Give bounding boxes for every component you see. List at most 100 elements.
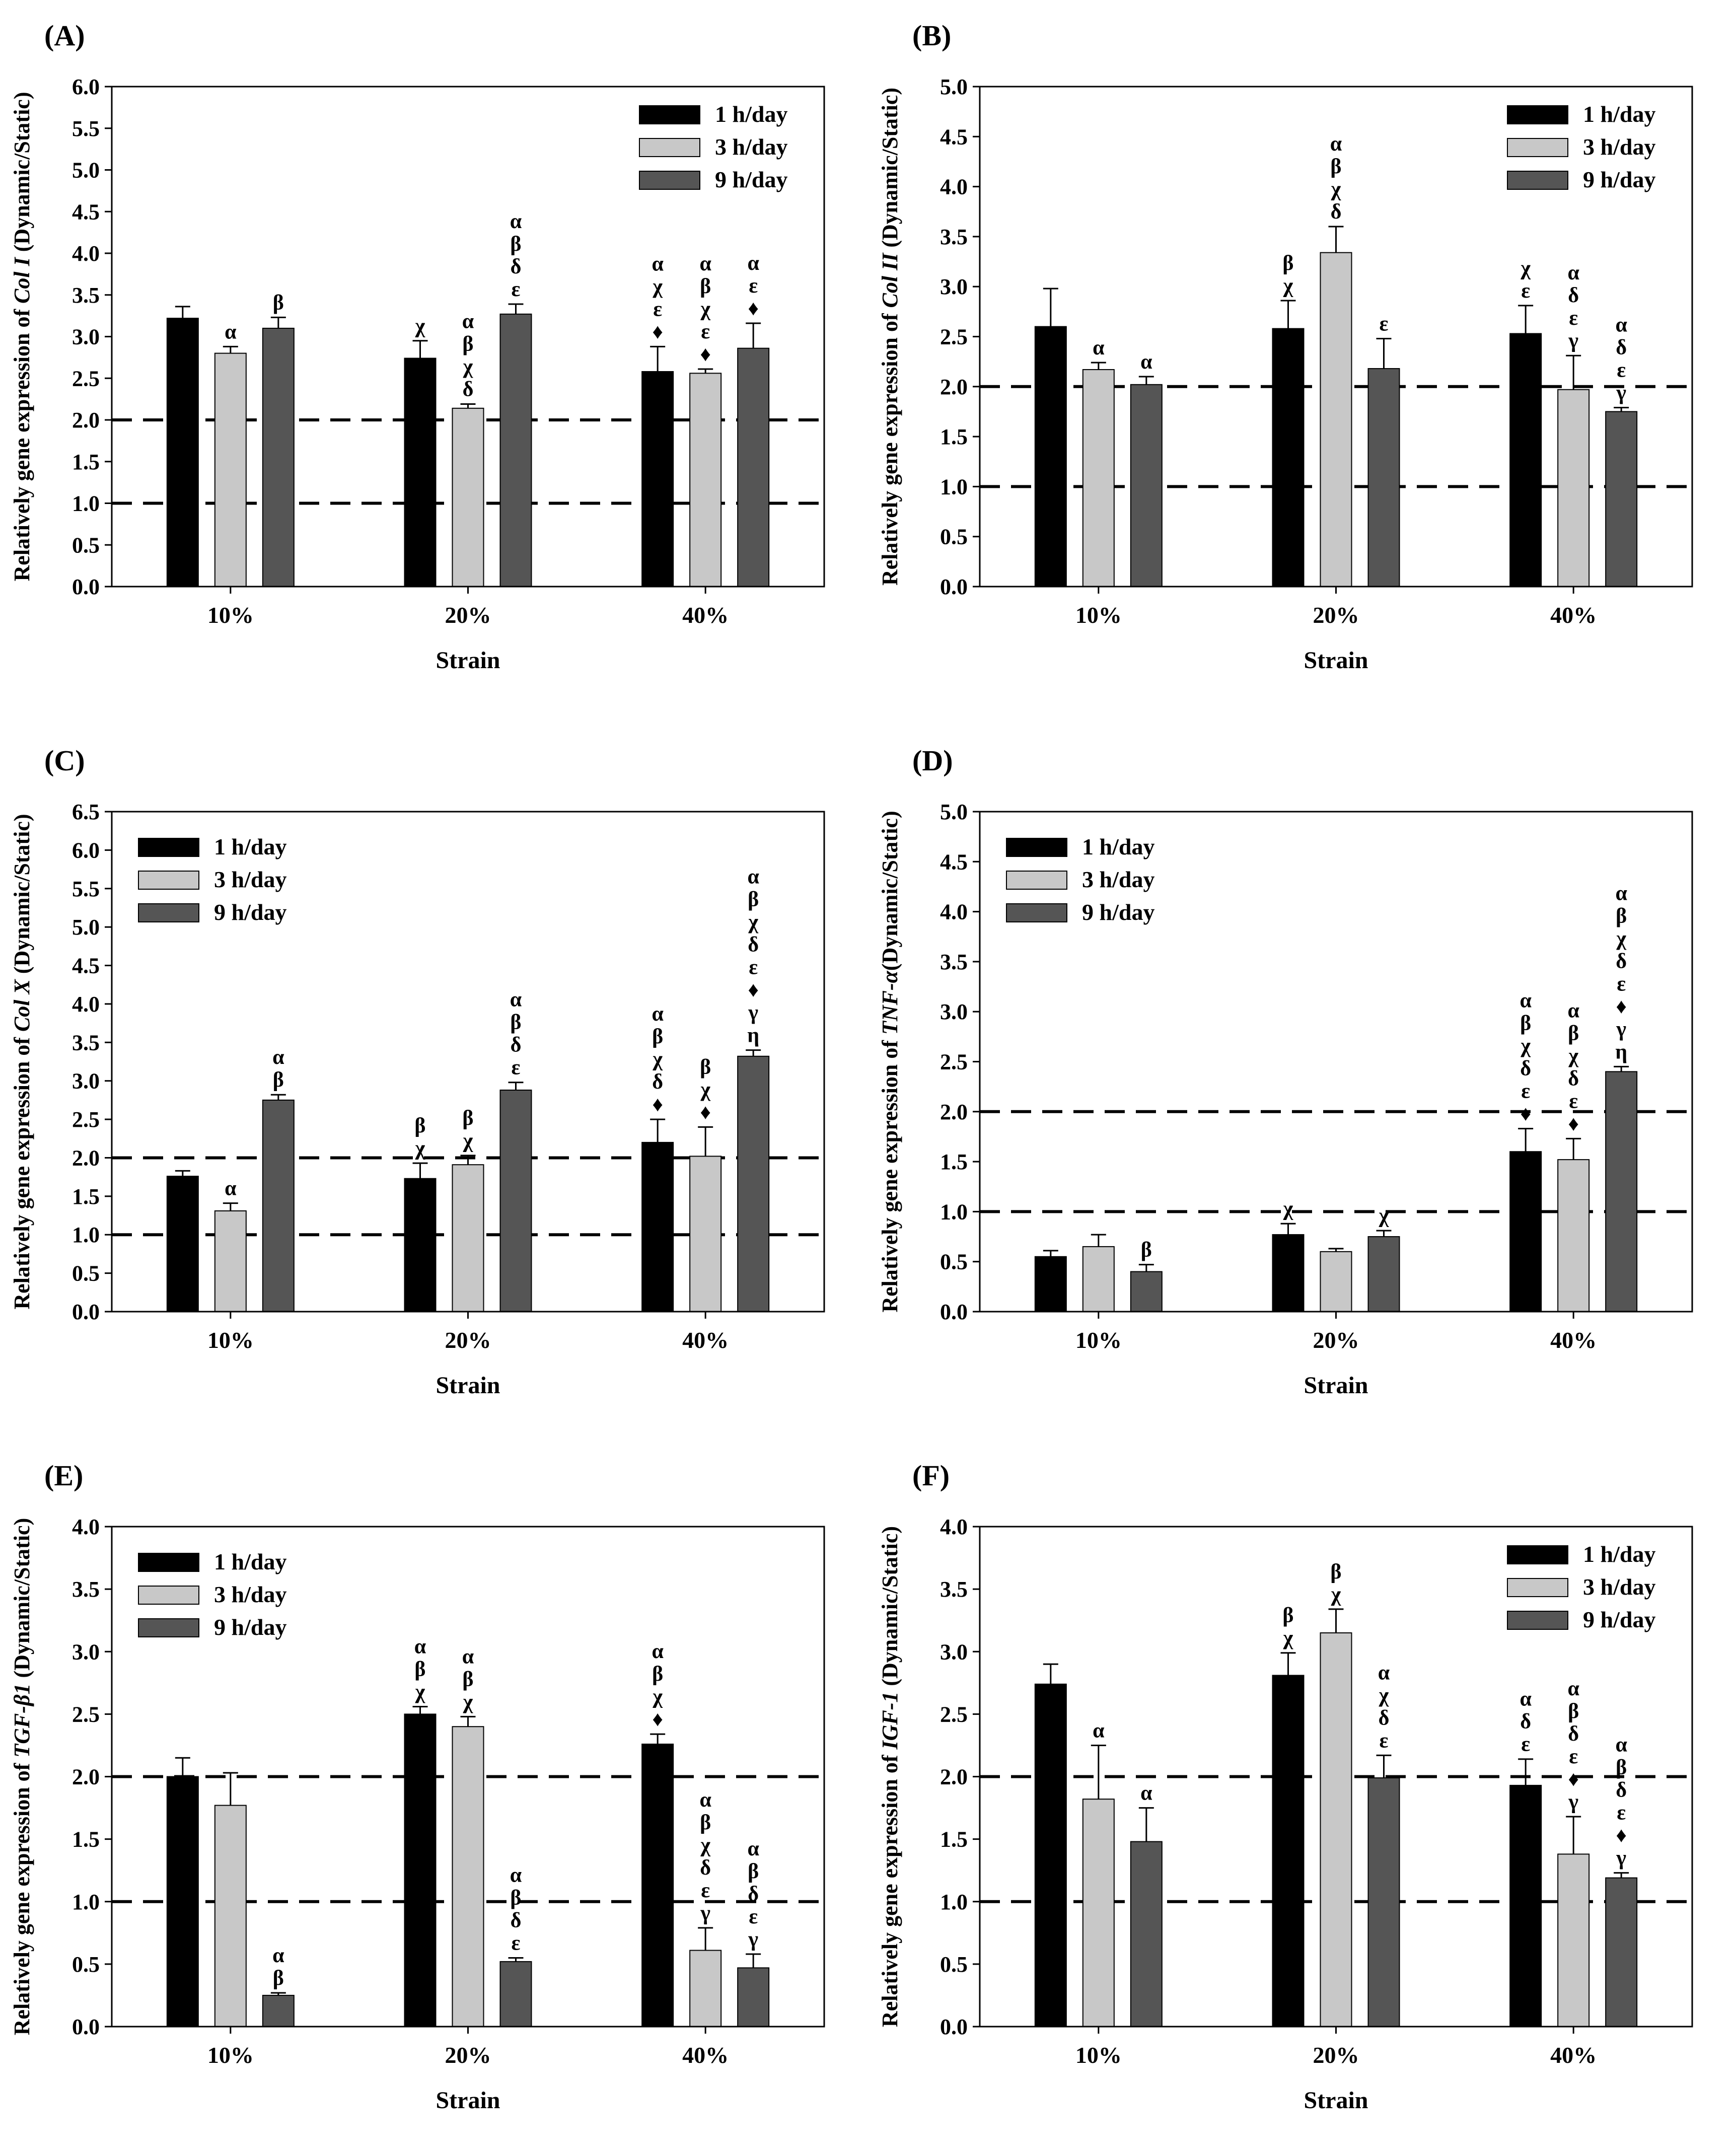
y-axis-label-suffix: (Dynamic/Static) [878,88,902,253]
significance-label: β [1520,1012,1531,1035]
bar [452,407,484,588]
y-tick-label: 4.0 [72,992,100,1017]
y-tick-label: 3.0 [940,1639,968,1664]
y-tick-label: 3.5 [72,1577,100,1602]
bar [689,1950,722,2027]
legend-swatch [639,105,700,124]
significance-label: β [748,888,759,911]
legend-label: 3 h/day [715,134,787,160]
y-tick-label: 5.5 [72,116,100,141]
significance-label: ε [1617,972,1626,995]
bar [499,313,532,587]
legend-label: 9 h/day [1583,167,1655,192]
legend-label: 3 h/day [1082,867,1154,892]
significance-label: α [1378,1661,1390,1684]
significance-label: α [1567,1677,1579,1700]
y-tick-label: 3.5 [940,1577,968,1602]
significance-label: β [510,233,521,256]
y-tick-label: 2.0 [940,1765,968,1789]
significance-label: χ [463,1690,473,1713]
significance-label: ε [1569,1090,1578,1113]
y-tick-label: 4.5 [72,199,100,224]
bar [262,327,295,587]
y-axis-label: Relatively gene expression of TGF-β1 (Dy… [10,1518,34,2035]
x-tick-label: 20% [445,1327,491,1353]
bar [1130,1271,1163,1313]
bar [499,1961,532,2028]
significance-label: α [510,210,522,233]
y-axis-label-gene: Col I [10,256,34,304]
bar [166,1776,199,2027]
significance-label: γ [1616,1847,1626,1870]
significance-label: ε [512,278,521,301]
significance-label: α [1140,350,1152,374]
significance-label: ♦ [1616,995,1626,1018]
legend-label: 9 h/day [1082,899,1154,925]
y-tick-label: 2.0 [72,408,100,433]
significance-label: β [700,1055,711,1079]
significance-label: α [1615,882,1627,905]
bar [1320,1251,1352,1312]
significance-label: η [747,1024,759,1047]
significance-label: ε [512,1056,521,1080]
y-tick-label: 4.0 [940,1515,968,1539]
y-tick-label: 3.0 [72,1069,100,1094]
significance-label: α [652,252,664,275]
significance-label: β [1330,1560,1341,1584]
x-tick-label: 40% [682,602,729,628]
significance-label: β [510,1011,521,1034]
significance-label: α [652,1640,664,1663]
bar [1605,411,1638,587]
legend-label: 1 h/day [715,101,787,127]
significance-label: ε [701,1879,710,1902]
significance-label: ε [701,320,710,343]
y-tick-label: 1.5 [940,424,968,449]
significance-label: χ [748,911,758,934]
legend-swatch [138,1553,199,1572]
panel-label: (F) [912,1459,950,1492]
bar [404,1178,437,1312]
significance-label: χ [1379,1204,1389,1228]
significance-label: ε [749,1905,758,1928]
x-tick-label: 10% [207,1327,254,1353]
y-axis-label-gene: TGF-β1 [10,1683,34,1757]
bar [1034,1256,1067,1313]
chart-panel-f: (F) 0.0 0.5 1.0 1.5 2.0 2.5 3.0 3.5 4.0 β χ α δ ε α β χ α β… [868,1440,1736,2155]
chart-panel-b: (B) 0.0 0.5 1.0 1.5 2.0 2.5 3.0 3.5 4.0 4.5 5.0 β χ χ ε… [868,0,1736,715]
y-tick-label: 2.5 [72,366,100,391]
y-tick-label: 1.0 [940,1890,968,1914]
significance-label: ε [749,274,758,298]
y-tick-label: 5.5 [72,877,100,901]
chart-panel-a: (A) 0.0 0.5 1.0 1.5 2.0 2.5 3.0 3.5 4.0 4.5 5.0 5.5 6… [0,0,868,715]
significance-label: ♦ [748,297,758,320]
significance-label: ε [1521,1080,1530,1103]
bar [1034,326,1067,587]
legend-label: 9 h/day [1583,1607,1655,1632]
significance-label: α [1615,314,1627,337]
bar [1130,1841,1163,2028]
y-tick-label: 0.5 [940,525,968,549]
y-tick-label: 2.5 [72,1702,100,1727]
y-axis-label-prefix: Relatively gene expression of [10,1758,34,2036]
y-tick-label: 4.5 [940,849,968,874]
legend-label: 3 h/day [214,1582,286,1607]
chart-panel-e: (E) 0.0 0.5 1.0 1.5 2.0 2.5 3.0 3.5 4.0 α β χ α β χ ♦ α β χ… [0,1440,868,2155]
bar [641,1141,674,1313]
chart-svg: (B)0.00.51.01.52.02.53.03.54.04.55.0βχχε… [878,19,1693,674]
significance-label: α [225,320,237,343]
significance-label: β [1616,904,1627,927]
significance-label: χ [415,1137,425,1160]
y-axis-label-prefix: Relatively gene expression of [878,1035,902,1313]
y-tick-label: 1.0 [72,491,100,516]
legend-label: 9 h/day [214,1614,286,1640]
legend-swatch [639,171,700,190]
significance-label: ♦ [1568,1768,1578,1791]
bar [1082,1799,1115,2027]
y-tick-label: 4.0 [940,175,968,199]
significance-label: β [462,1107,473,1130]
bar [404,357,437,588]
x-tick-label: 20% [445,602,491,628]
panel-label: (D) [912,744,953,777]
y-tick-label: 1.0 [72,1223,100,1247]
chart-svg: (E)0.00.51.01.52.02.53.03.54.0αβχαβχ♦αβχ… [10,1459,825,2114]
